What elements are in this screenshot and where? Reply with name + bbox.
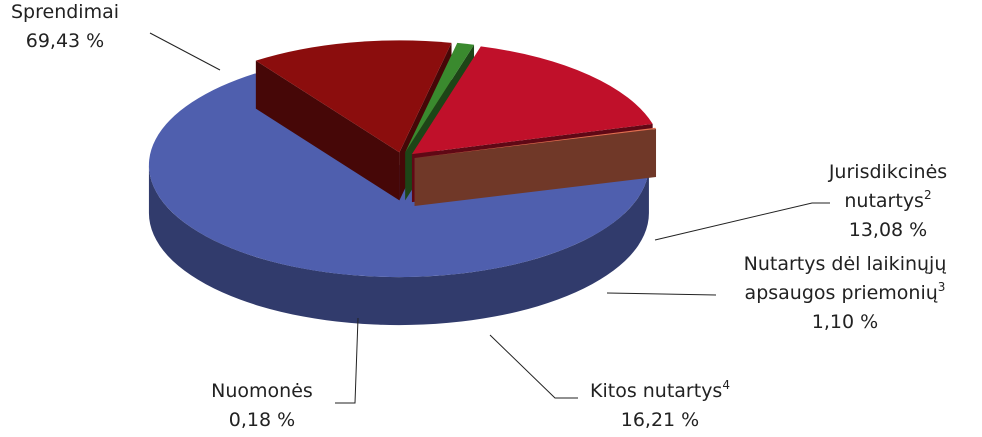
slice-label: nutartys2 [844, 188, 931, 212]
slice-label-text: Kitos nutartys [590, 380, 722, 402]
footnote-mark: 3 [938, 280, 946, 294]
slice-top [411, 46, 653, 155]
value-label: 1,10 % [812, 311, 878, 333]
slice [414, 127, 657, 206]
value-label: 16,21 % [621, 409, 700, 431]
slice-top [255, 40, 452, 153]
leader-line [654, 202, 830, 241]
slice-cut-face [414, 128, 657, 206]
slice-label: apsaugos priemonių3 [745, 280, 946, 304]
slice-label: Nutartys dėl laikinųjų [744, 253, 947, 275]
slice-label: Sprendimai [11, 1, 119, 23]
value-label: 69,43 % [26, 30, 105, 52]
slice-side [148, 165, 649, 326]
slice-label-text: nutartys [844, 190, 924, 212]
leader-line [606, 292, 717, 296]
leader-line [149, 32, 221, 71]
value-label: 0,18 % [229, 409, 295, 431]
slice-label: Kitos nutartys4 [590, 378, 730, 402]
slice-label-text: Nutartys dėl laikinųjų [744, 253, 947, 275]
slice-cut-face [255, 60, 400, 201]
slice-label-text: Nuomonės [211, 380, 313, 402]
leader-line [489, 334, 578, 399]
slice-label-text: Sprendimai [11, 1, 119, 23]
leader-line [335, 317, 359, 404]
footnote-mark: 2 [924, 188, 932, 202]
value-label: 13,08 % [849, 219, 928, 241]
slice-top [405, 42, 475, 153]
slice-label-text: apsaugos priemonių [745, 282, 938, 304]
footnote-mark: 4 [722, 378, 730, 392]
slice-top [414, 127, 657, 158]
slice-label: Nuomonės [211, 380, 313, 402]
slice-label-text: Jurisdikcinės [828, 161, 947, 183]
slice-label: Jurisdikcinės [828, 161, 947, 183]
